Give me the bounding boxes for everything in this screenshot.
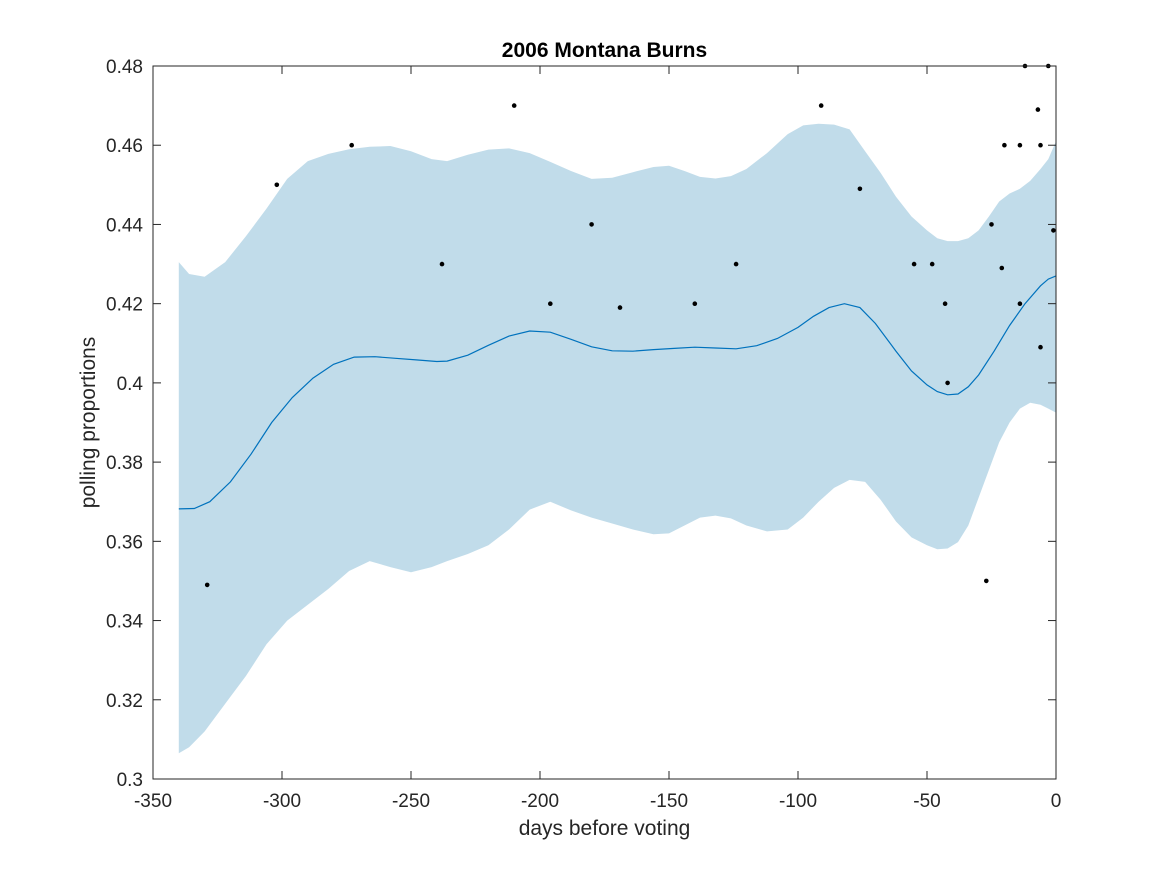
data-point: [204, 582, 210, 588]
x-tick-label: 0: [1051, 791, 1062, 812]
x-axis-label: days before voting: [519, 817, 691, 840]
data-point: [511, 103, 517, 108]
data-point: [733, 261, 739, 267]
x-tick-label: -100: [779, 791, 817, 812]
y-tick-label: 0.32: [106, 691, 143, 712]
data-point: [989, 222, 994, 227]
y-tick-label: 0.44: [106, 215, 143, 236]
mean-line: [178, 275, 1057, 510]
y-tick-label: 0.46: [106, 136, 143, 157]
y-tick-label: 0.3: [117, 770, 143, 791]
x-tick-layer: -350 -300 -250 -200 -150 -100 -50 0: [134, 66, 1061, 812]
data-point: [942, 301, 948, 307]
x-tick-label: -350: [134, 791, 172, 812]
data-point: [439, 261, 445, 267]
y-tick-label: 0.36: [106, 532, 143, 553]
data-point: [999, 265, 1005, 271]
data-point: [1038, 344, 1043, 350]
y-tick-label: 0.4: [117, 374, 144, 395]
chart-title: 2006 Montana Burns: [502, 39, 707, 62]
data-point: [1035, 107, 1041, 112]
data-point: [818, 103, 824, 108]
confidence-band-layer: [178, 123, 1057, 754]
y-tick-label: 0.42: [106, 295, 143, 316]
mean-line-layer: [178, 275, 1057, 510]
x-tick-label: -50: [913, 791, 940, 812]
data-point: [349, 142, 355, 148]
data-points-layer: [204, 63, 1056, 588]
data-point: [984, 578, 989, 584]
data-point: [548, 301, 553, 307]
y-tick-label: 0.38: [106, 453, 143, 474]
data-point: [911, 261, 917, 267]
x-tick-label: -300: [263, 791, 301, 812]
data-point: [1002, 142, 1007, 148]
axes-layer: [152, 65, 1057, 780]
data-point: [1017, 301, 1023, 307]
data-point: [617, 305, 623, 310]
data-point: [274, 182, 280, 188]
data-point: [945, 380, 950, 386]
x-tick-label: -250: [392, 791, 430, 812]
data-point: [929, 261, 935, 267]
x-tick-label: -200: [521, 791, 559, 812]
confidence-band: [178, 123, 1057, 754]
data-point: [589, 222, 594, 227]
axes-box: [152, 65, 1057, 780]
data-point: [692, 301, 698, 307]
y-tick-layer: 0.3 0.32 0.34 0.36 0.38 0.4 0.42 0.44 0.46 0.48: [106, 57, 1056, 791]
data-point: [1017, 142, 1023, 148]
x-tick-label: -150: [650, 791, 688, 812]
data-point: [1051, 228, 1056, 233]
data-point: [1038, 142, 1043, 148]
y-tick-label: 0.48: [106, 57, 143, 78]
data-point: [857, 186, 863, 192]
y-axis-label: polling proportions: [77, 337, 100, 509]
y-tick-label: 0.34: [106, 612, 143, 633]
